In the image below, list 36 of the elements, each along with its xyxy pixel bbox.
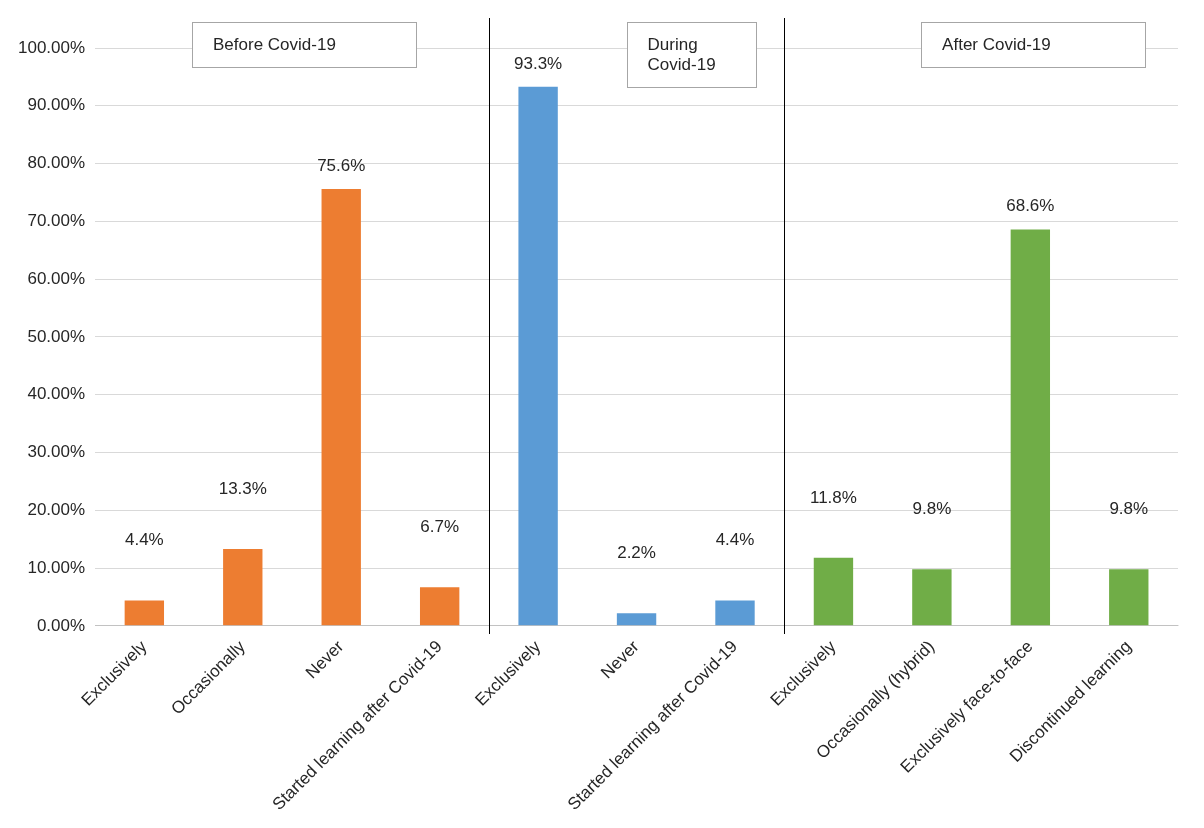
data-label: 75.6% <box>317 156 366 175</box>
y-tick-label: 40.00% <box>27 384 86 404</box>
y-tick-label: 80.00% <box>27 153 86 173</box>
y-tick-label: 50.00% <box>27 326 86 346</box>
bar <box>419 587 460 626</box>
caption-box: During Covid-19 <box>626 22 757 88</box>
data-label: 93.3% <box>514 53 563 73</box>
bar <box>321 189 361 626</box>
data-label: 6.7% <box>420 517 460 537</box>
y-tick-label: 30.00% <box>27 442 86 462</box>
data-label: 4.4% <box>124 530 164 550</box>
data-label: 4.4% <box>715 530 755 550</box>
y-tick-label: 20.00% <box>27 499 86 519</box>
caption-box: Before Covid-19 <box>192 22 417 68</box>
data-label: 68.6% <box>1006 196 1055 216</box>
y-tick-label: 90.00% <box>27 95 86 115</box>
bar <box>715 600 755 626</box>
y-tick-label: 0.00% <box>36 615 86 635</box>
bar <box>223 549 263 626</box>
caption-box: After Covid-19 <box>921 22 1147 68</box>
bar <box>1010 229 1051 626</box>
bar <box>124 600 165 626</box>
y-tick-label: 100.00% <box>17 37 86 57</box>
bar <box>813 557 854 626</box>
data-label: 13.3% <box>218 479 267 499</box>
data-label: 11.8% <box>809 487 857 507</box>
y-tick-label: 60.00% <box>27 268 86 288</box>
y-tick-label: 70.00% <box>27 211 86 231</box>
bar <box>616 613 657 626</box>
bar <box>518 86 558 626</box>
y-tick-label: 10.00% <box>27 557 86 577</box>
bar <box>1109 569 1149 626</box>
data-label: 9.8% <box>1109 499 1149 519</box>
data-label: 9.8% <box>912 499 952 519</box>
bar <box>912 569 952 626</box>
data-label: 2.2% <box>617 543 656 563</box>
